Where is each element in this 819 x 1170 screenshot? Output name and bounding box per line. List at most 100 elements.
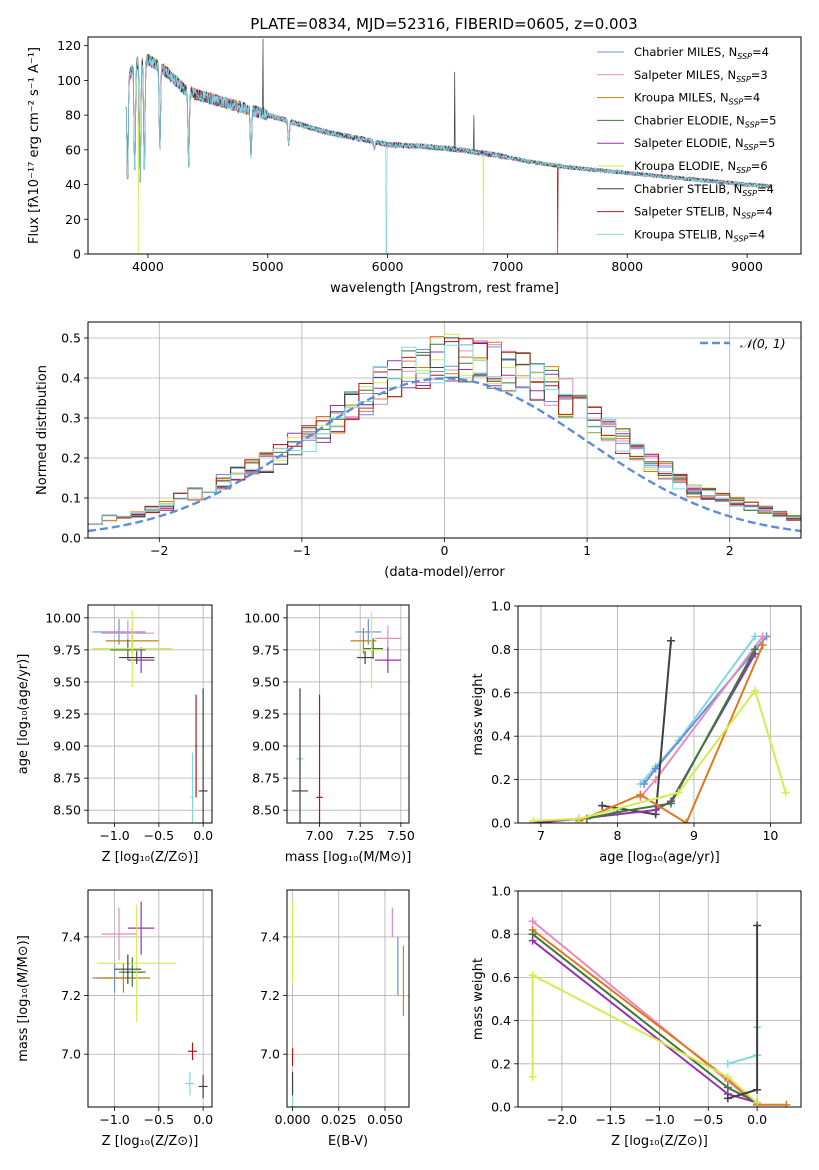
spectrum-line-kroupa-elodie	[125, 54, 772, 254]
y-tick-label: 1.0	[491, 884, 511, 899]
legend-label: Salpeter ELODIE, NSSP=5	[634, 136, 775, 152]
weight-line-kroupa-elodie	[531, 973, 758, 1104]
legend-label-sub: SSP	[741, 212, 756, 221]
legend-label-sub: SSP	[729, 98, 744, 107]
x-tick-label: 0.0	[193, 828, 213, 843]
axes-frame	[517, 890, 802, 1108]
y-tick-label: 0.6	[491, 685, 511, 700]
error-point	[92, 610, 173, 688]
legend-label: Chabrier ELODIE, NSSP=5	[634, 113, 776, 129]
weight-line-kroupa-elodie	[533, 688, 787, 822]
x-axis-label: mass [log₁₀(M/M⊙)]	[285, 850, 412, 865]
weight-line-chabrier-elodie	[586, 648, 756, 820]
legend-label-eq: =6	[751, 159, 768, 173]
weight-marker	[782, 1100, 791, 1107]
x-tick-label: 7.25	[346, 828, 374, 843]
legend-label-eq: =4	[756, 205, 773, 219]
weight-marker	[753, 1085, 762, 1094]
axes-age-vs-Z: −1.0 −0.5 0.0 8.50 8.75 9.00 9.25 9.50 9.75 10.00…	[16, 604, 213, 865]
x-tick-label: −2.0	[547, 1112, 577, 1127]
y-tick-label: 9.75	[53, 642, 81, 657]
y-tick-label: 80	[65, 108, 81, 123]
x-tick-label: −1	[293, 543, 311, 558]
y-tick-label: 0.2	[491, 772, 511, 787]
weight-marker	[528, 971, 537, 980]
x-tick-label: 5000	[252, 259, 284, 274]
weight-marker	[751, 632, 760, 641]
axes-massweight-vs-age: 7 8 9 10 0.0 0.2 0.4 0.6 0.8 1.0 age [log₁₀(age/yr…	[471, 599, 802, 865]
legend-label-eq: =3	[751, 68, 768, 82]
y-tick-label: 0.8	[491, 642, 511, 657]
x-tick-label: 7.50	[387, 828, 415, 843]
legend-label-sub: SSP	[736, 166, 751, 175]
axes-frame	[517, 605, 802, 824]
legend-label-text: Kroupa ELODIE, N	[634, 159, 736, 173]
error-point	[127, 901, 155, 955]
weight-marker	[666, 799, 675, 808]
axes-massweight-vs-Z: −2.0 −1.5 −1.0 −0.5 0.0 0.0 0.2 0.4 0.6 0.8 1.0 Z […	[471, 884, 802, 1149]
y-tick-label: 0.5	[61, 331, 81, 346]
spectrum-line-salpeter-stelib	[125, 55, 772, 254]
legend-label-eq: =4	[757, 182, 774, 196]
x-tick-label: −0.5	[144, 828, 174, 843]
weight-marker	[758, 641, 767, 650]
axes-frame	[286, 604, 410, 824]
plot-area-age-vs-Z	[92, 610, 208, 823]
error-point	[356, 651, 374, 664]
weight-marker	[528, 936, 537, 945]
weight-line-kroupa-stelib	[727, 1027, 759, 1065]
error-point	[110, 639, 146, 661]
plot-area-massweight-vs-age	[529, 632, 790, 823]
x-tick-label: 4000	[132, 259, 164, 274]
error-point	[114, 954, 142, 984]
x-tick-label: 10	[762, 828, 778, 843]
axes-frame	[87, 321, 802, 539]
y-tick-label: 40	[65, 177, 81, 192]
x-axis-label: Z [log₁₀(Z/Z⊙)]	[102, 1134, 199, 1149]
y-axis-label: mass weight	[471, 673, 486, 755]
error-point	[188, 1042, 197, 1061]
axes-mass-vs-ebv: 0.000 0.025 0.050 7.0 7.2 7.4 E(B-V)	[260, 889, 410, 1149]
x-tick-label: 0.0	[747, 1112, 767, 1127]
weight-marker	[529, 816, 538, 823]
y-tick-label: 0.6	[491, 970, 511, 985]
legend-label-text: Kroupa MILES, N	[634, 91, 729, 105]
y-tick-label: 7.4	[260, 929, 280, 944]
y-axis-label: Normed distribution	[35, 365, 50, 495]
normal-curve	[88, 377, 801, 533]
error-point	[190, 752, 195, 823]
y-tick-label: 7.4	[61, 929, 81, 944]
legend-label: Salpeter MILES, NSSP=3	[634, 68, 768, 84]
panels: 4000 5000 6000 7000 8000 9000020406080100120w…	[16, 36, 802, 1149]
legend-label-sub: SSP	[736, 75, 751, 84]
x-axis-label: Z [log₁₀(Z/Z⊙)]	[611, 1134, 708, 1149]
error-point	[119, 651, 155, 664]
x-tick-label: −1.0	[644, 1112, 674, 1127]
weight-line-chabrier-miles	[643, 635, 768, 785]
x-tick-label: 0	[441, 543, 449, 558]
y-tick-label: 9.50	[53, 674, 81, 689]
weight-line-chabrier-stelib	[601, 640, 672, 816]
weight-marker	[636, 790, 645, 799]
legend-label-text: Chabrier STELIB, N	[634, 182, 742, 196]
error-point	[363, 638, 383, 659]
x-tick-label: 9000	[731, 259, 763, 274]
error-point	[198, 688, 208, 823]
weight-marker	[753, 1098, 762, 1107]
x-tick-label: 0.050	[367, 1112, 403, 1127]
weight-marker	[666, 636, 675, 645]
weight-line-orange	[531, 929, 787, 1106]
axes-frame	[87, 36, 802, 255]
y-tick-label: 8.50	[252, 803, 280, 818]
y-tick-label: 7.2	[260, 988, 280, 1003]
x-axis-label: wavelength [Angstrom, rest frame]	[330, 281, 559, 296]
legend-label: Kroupa MILES, NSSP=4	[634, 91, 760, 107]
x-tick-label: 8000	[611, 259, 643, 274]
axes-frame	[286, 889, 410, 1108]
y-tick-label: 120	[57, 38, 81, 53]
weight-marker	[723, 1059, 732, 1068]
weight-marker	[758, 632, 767, 641]
axes-frame	[87, 889, 213, 1108]
x-tick-label: 7000	[492, 259, 524, 274]
axes-residuals: −2 −1 0 1 2 0.0 0.1 0.2 0.3 0.4 0.5 (data-model)/er…	[35, 321, 802, 580]
